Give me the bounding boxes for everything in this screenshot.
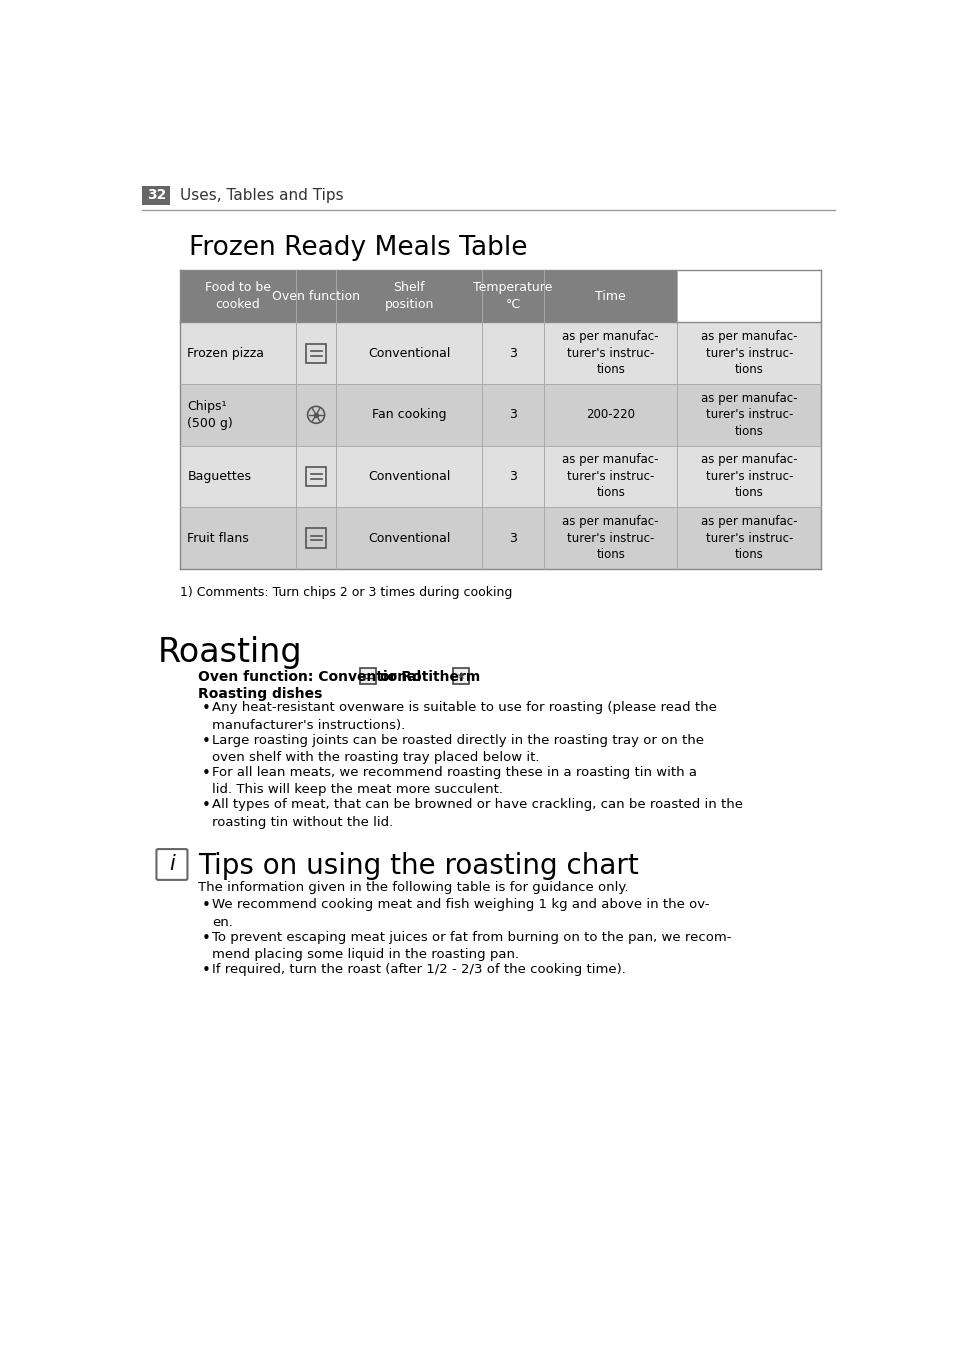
FancyBboxPatch shape <box>179 270 295 322</box>
FancyBboxPatch shape <box>295 384 335 446</box>
FancyBboxPatch shape <box>543 507 677 569</box>
Text: Conventional: Conventional <box>368 531 450 545</box>
FancyBboxPatch shape <box>335 384 481 446</box>
Text: Oven function: Oven function <box>272 289 359 303</box>
FancyBboxPatch shape <box>142 187 171 204</box>
Text: as per manufac-
turer's instruc-
tions: as per manufac- turer's instruc- tions <box>700 515 797 561</box>
FancyBboxPatch shape <box>295 446 335 507</box>
FancyBboxPatch shape <box>481 322 543 384</box>
Text: Chips¹
(500 g): Chips¹ (500 g) <box>187 400 233 430</box>
Text: Roasting: Roasting <box>158 635 302 669</box>
Text: •: • <box>202 930 211 945</box>
Text: or Rotitherm: or Rotitherm <box>379 671 479 684</box>
Text: as per manufac-
turer's instruc-
tions: as per manufac- turer's instruc- tions <box>561 453 659 499</box>
Text: as per manufac-
turer's instruc-
tions: as per manufac- turer's instruc- tions <box>700 392 797 438</box>
FancyBboxPatch shape <box>156 849 187 880</box>
Text: Conventional: Conventional <box>368 346 450 360</box>
Text: Any heat-resistant ovenware is suitable to use for roasting (please read the
man: Any heat-resistant ovenware is suitable … <box>212 702 717 731</box>
Text: as per manufac-
turer's instruc-
tions: as per manufac- turer's instruc- tions <box>561 515 659 561</box>
Text: •: • <box>202 702 211 717</box>
Text: 3: 3 <box>509 346 517 360</box>
Text: •: • <box>202 734 211 749</box>
Text: i: i <box>169 854 174 875</box>
Text: All types of meat, that can be browned or have crackling, can be roasted in the
: All types of meat, that can be browned o… <box>212 798 742 829</box>
Text: Shelf
position: Shelf position <box>384 281 434 311</box>
FancyBboxPatch shape <box>359 668 375 684</box>
Text: For all lean meats, we recommend roasting these in a roasting tin with a
lid. Th: For all lean meats, we recommend roastin… <box>212 767 697 796</box>
FancyBboxPatch shape <box>543 446 677 507</box>
Text: The information given in the following table is for guidance only.: The information given in the following t… <box>198 882 628 895</box>
FancyBboxPatch shape <box>306 529 325 548</box>
Text: Uses, Tables and Tips: Uses, Tables and Tips <box>179 188 343 203</box>
Text: Fruit flans: Fruit flans <box>187 531 249 545</box>
Text: Frozen Ready Meals Table: Frozen Ready Meals Table <box>189 235 527 261</box>
FancyBboxPatch shape <box>335 322 481 384</box>
Text: To prevent escaping meat juices or fat from burning on to the pan, we recom-
men: To prevent escaping meat juices or fat f… <box>212 930 731 961</box>
Text: Baguettes: Baguettes <box>187 470 252 483</box>
FancyBboxPatch shape <box>481 446 543 507</box>
Text: ★: ★ <box>456 671 465 681</box>
Text: Large roasting joints can be roasted directly in the roasting tray or on the
ove: Large roasting joints can be roasted dir… <box>212 734 703 764</box>
Text: We recommend cooking meat and fish weighing 1 kg and above in the ov-
en.: We recommend cooking meat and fish weigh… <box>212 898 709 929</box>
Text: Tips on using the roasting chart: Tips on using the roasting chart <box>198 852 639 880</box>
FancyBboxPatch shape <box>677 507 821 569</box>
Text: •: • <box>202 767 211 781</box>
FancyBboxPatch shape <box>543 384 677 446</box>
FancyBboxPatch shape <box>306 343 325 362</box>
FancyBboxPatch shape <box>306 466 325 485</box>
FancyBboxPatch shape <box>677 384 821 446</box>
Text: 3: 3 <box>509 408 517 422</box>
Text: as per manufac-
turer's instruc-
tions: as per manufac- turer's instruc- tions <box>700 453 797 499</box>
FancyBboxPatch shape <box>179 507 295 569</box>
Text: •: • <box>202 898 211 914</box>
FancyBboxPatch shape <box>179 446 295 507</box>
FancyBboxPatch shape <box>335 446 481 507</box>
FancyBboxPatch shape <box>543 322 677 384</box>
Text: Fan cooking: Fan cooking <box>372 408 446 422</box>
FancyBboxPatch shape <box>295 507 335 569</box>
Text: •: • <box>202 798 211 814</box>
FancyBboxPatch shape <box>295 322 335 384</box>
FancyBboxPatch shape <box>543 270 677 322</box>
Text: Oven function: Conventional: Oven function: Conventional <box>198 671 421 684</box>
Text: 32: 32 <box>147 188 166 203</box>
Text: as per manufac-
turer's instruc-
tions: as per manufac- turer's instruc- tions <box>561 330 659 376</box>
FancyBboxPatch shape <box>335 507 481 569</box>
Text: Food to be
cooked: Food to be cooked <box>205 281 271 311</box>
FancyBboxPatch shape <box>481 507 543 569</box>
Text: •: • <box>202 963 211 977</box>
Text: 200-220: 200-220 <box>585 408 635 422</box>
FancyBboxPatch shape <box>179 322 295 384</box>
FancyBboxPatch shape <box>453 668 469 684</box>
Text: 1) Comments: Turn chips 2 or 3 times during cooking: 1) Comments: Turn chips 2 or 3 times dur… <box>179 585 512 599</box>
Text: Roasting dishes: Roasting dishes <box>198 687 322 702</box>
Text: as per manufac-
turer's instruc-
tions: as per manufac- turer's instruc- tions <box>700 330 797 376</box>
FancyBboxPatch shape <box>677 446 821 507</box>
FancyBboxPatch shape <box>295 270 335 322</box>
Text: Frozen pizza: Frozen pizza <box>187 346 264 360</box>
Text: If required, turn the roast (after 1/2 - 2/3 of the cooking time).: If required, turn the roast (after 1/2 -… <box>212 963 625 976</box>
FancyBboxPatch shape <box>481 270 543 322</box>
FancyBboxPatch shape <box>179 384 295 446</box>
FancyBboxPatch shape <box>335 270 481 322</box>
Text: Conventional: Conventional <box>368 470 450 483</box>
Text: 3: 3 <box>509 531 517 545</box>
FancyBboxPatch shape <box>677 322 821 384</box>
Text: Time: Time <box>595 289 625 303</box>
Text: Temperature
°C: Temperature °C <box>473 281 552 311</box>
Text: 3: 3 <box>509 470 517 483</box>
FancyBboxPatch shape <box>481 384 543 446</box>
